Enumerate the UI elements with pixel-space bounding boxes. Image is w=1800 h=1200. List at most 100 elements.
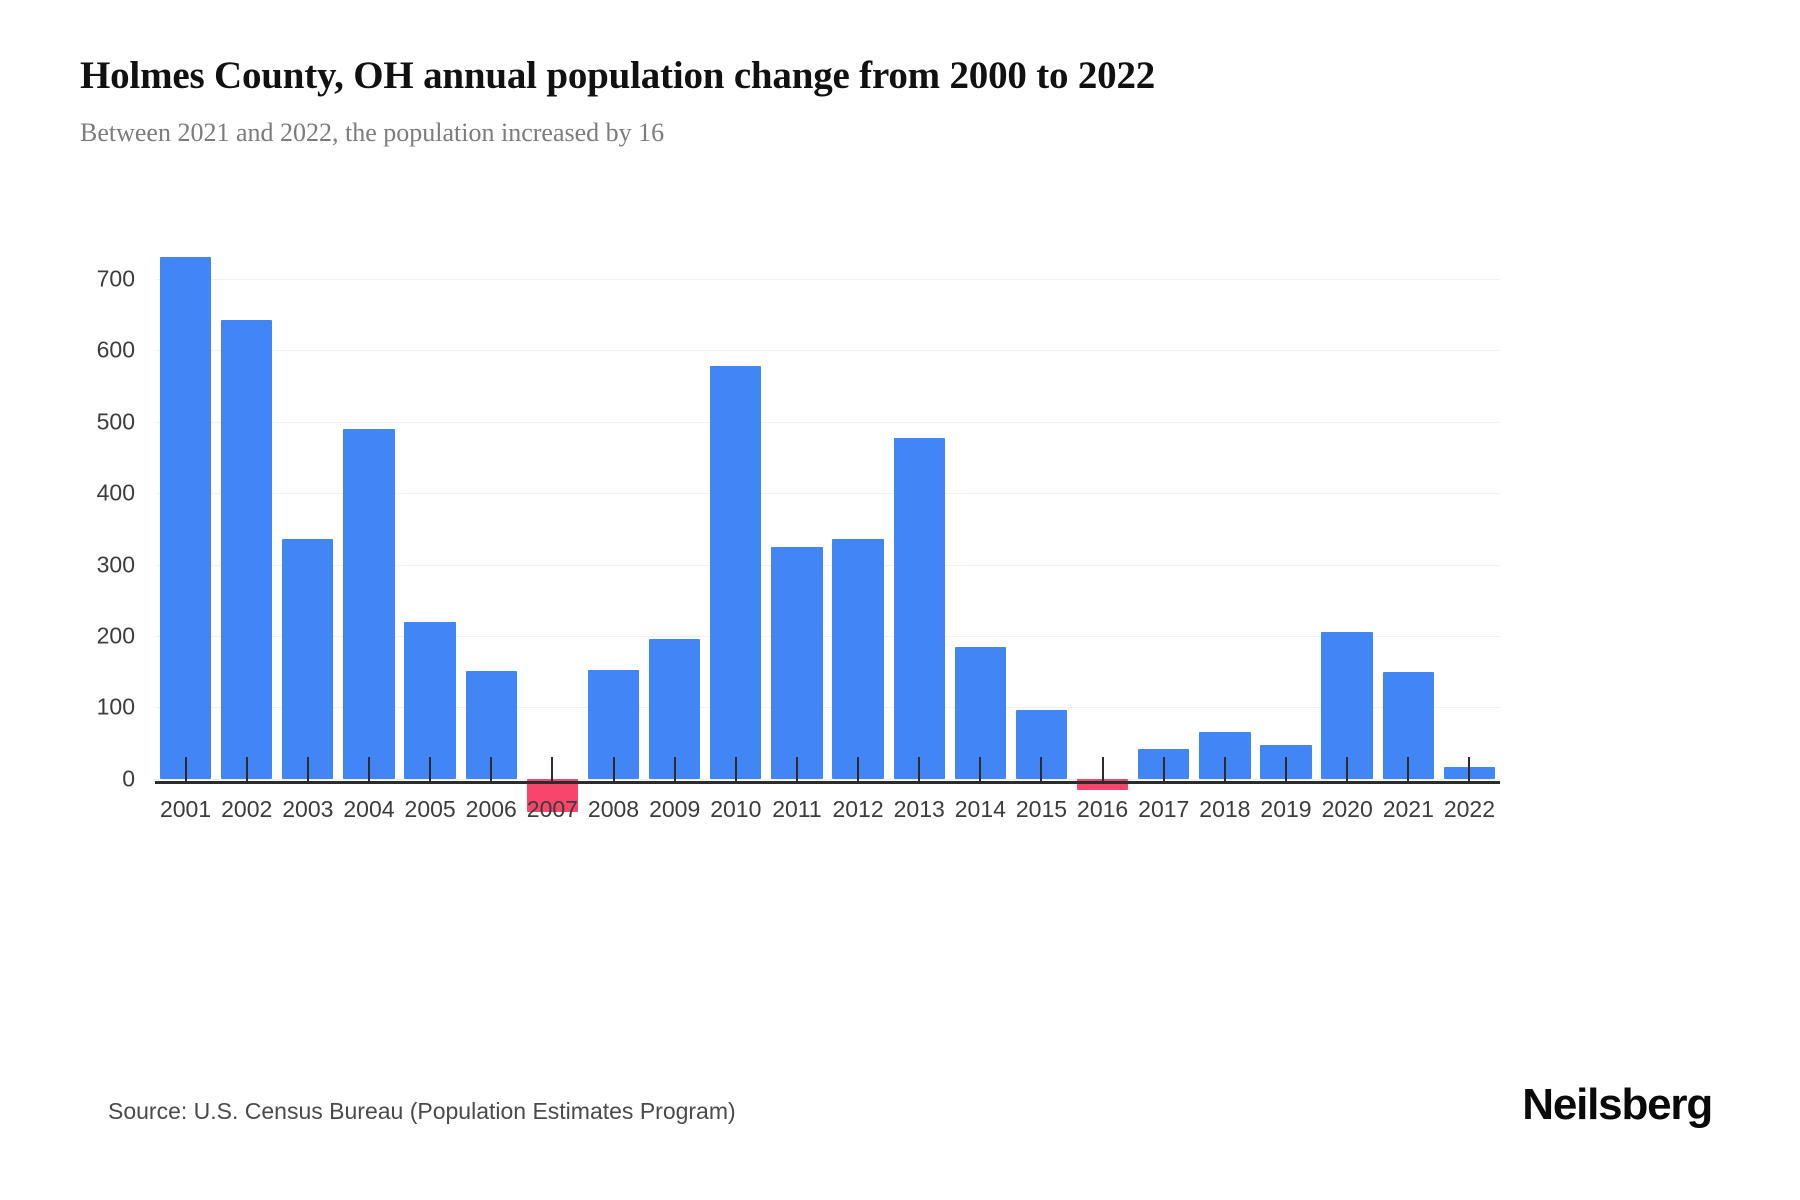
bar-slot bbox=[1378, 236, 1439, 836]
bar[interactable] bbox=[893, 438, 945, 779]
x-axis-tick bbox=[245, 757, 248, 781]
bar-slot bbox=[1011, 236, 1072, 836]
x-axis-tick bbox=[1162, 757, 1165, 781]
bar-slot bbox=[766, 236, 827, 836]
bar[interactable] bbox=[159, 257, 212, 779]
bar-slot bbox=[1255, 236, 1316, 836]
x-axis-tick-label: 2018 bbox=[1199, 796, 1251, 822]
bar[interactable] bbox=[1076, 778, 1129, 790]
x-axis-tick bbox=[184, 757, 187, 781]
x-axis-tick bbox=[551, 757, 554, 781]
source-note: Source: U.S. Census Bureau (Population E… bbox=[108, 1098, 736, 1124]
bar-slot bbox=[216, 236, 277, 836]
x-axis-tick-label: 2019 bbox=[1260, 796, 1312, 822]
bar-slot bbox=[950, 236, 1011, 836]
x-axis-tick bbox=[1346, 757, 1349, 781]
chart-subtitle: Between 2021 and 2022, the population in… bbox=[80, 118, 665, 147]
y-axis-tick-label: 400 bbox=[96, 479, 135, 506]
chart-header: Holmes County, OH annual population chan… bbox=[80, 52, 1720, 150]
x-axis-tick-label: 2002 bbox=[221, 796, 273, 822]
x-axis-tick-label: 2017 bbox=[1138, 796, 1190, 822]
bar[interactable] bbox=[1321, 631, 1373, 779]
x-axis-tick bbox=[306, 757, 309, 781]
y-axis-tick-label: 300 bbox=[96, 551, 135, 578]
bar[interactable] bbox=[710, 366, 762, 779]
x-axis-tick bbox=[429, 757, 432, 781]
y-axis-tick-label: 0 bbox=[122, 765, 135, 792]
x-axis-tick bbox=[1468, 757, 1471, 781]
bar-slot bbox=[1317, 236, 1378, 836]
y-axis-labels: 700 600 500 400 300 200 100 0 bbox=[0, 236, 155, 836]
bar-slot bbox=[1194, 236, 1255, 836]
x-axis-tick-label: 2003 bbox=[282, 796, 334, 822]
x-axis-tick bbox=[1040, 757, 1043, 781]
x-axis-tick-label: 2006 bbox=[465, 796, 517, 822]
bar[interactable] bbox=[221, 320, 273, 779]
bar-slot bbox=[400, 236, 461, 836]
x-axis-tick-label: 2007 bbox=[526, 796, 578, 822]
x-axis-tick bbox=[1223, 757, 1226, 781]
chart-plot-area: 700 600 500 400 300 200 100 0 2001 2002 2003 2004 2… bbox=[0, 236, 1800, 876]
x-axis-tick-label: 2005 bbox=[404, 796, 456, 822]
bar[interactable] bbox=[771, 547, 823, 779]
bar-slot bbox=[1072, 236, 1133, 836]
chart-bars bbox=[155, 236, 1500, 836]
y-axis-tick-label: 500 bbox=[96, 408, 135, 435]
x-axis-tick bbox=[1101, 757, 1104, 781]
bar-slot bbox=[1439, 236, 1500, 836]
x-axis-tick-label: 2001 bbox=[159, 796, 212, 822]
x-axis-tick bbox=[918, 757, 921, 781]
x-axis-tick bbox=[367, 757, 370, 781]
bar-slot bbox=[155, 236, 216, 836]
bar-slot bbox=[338, 236, 399, 836]
y-axis-tick-label: 600 bbox=[96, 336, 135, 363]
x-axis-tick-label: 2013 bbox=[893, 796, 945, 822]
x-axis-tick bbox=[673, 757, 676, 781]
bar-slot bbox=[522, 236, 583, 836]
bar-slot bbox=[828, 236, 889, 836]
x-axis-tick bbox=[1407, 757, 1410, 781]
bar-slot bbox=[583, 236, 644, 836]
x-axis-tick-label: 2022 bbox=[1443, 796, 1496, 822]
x-axis-tick bbox=[612, 757, 615, 781]
x-axis-ticks bbox=[155, 757, 1500, 783]
x-axis-tick bbox=[795, 757, 798, 781]
x-axis-line bbox=[155, 781, 1500, 784]
bar[interactable] bbox=[832, 538, 884, 779]
y-axis-tick-label: 200 bbox=[96, 622, 135, 649]
page-title: Holmes County, OH annual population chan… bbox=[80, 54, 1156, 97]
x-axis-tick bbox=[490, 757, 493, 781]
x-axis-tick-label: 2008 bbox=[587, 796, 640, 822]
x-axis-tick bbox=[734, 757, 737, 781]
x-axis-tick-label: 2016 bbox=[1077, 796, 1129, 822]
x-axis-labels: 2001 2002 2003 2004 2005 2006 2007 2008 2009 2010… bbox=[155, 796, 1500, 836]
bar-slot bbox=[705, 236, 766, 836]
bar-slot bbox=[644, 236, 705, 836]
x-axis-tick-label: 2009 bbox=[649, 796, 701, 822]
x-axis-tick-label: 2021 bbox=[1382, 796, 1434, 822]
y-axis-tick-label: 700 bbox=[96, 265, 135, 292]
x-axis-tick-label: 2004 bbox=[343, 796, 395, 822]
bar[interactable] bbox=[343, 428, 395, 779]
brand-logo: Neilsberg bbox=[1522, 1080, 1713, 1129]
bar[interactable] bbox=[404, 621, 456, 779]
x-axis-tick-label: 2010 bbox=[710, 796, 762, 822]
bar[interactable] bbox=[954, 646, 1006, 779]
bar[interactable] bbox=[648, 638, 701, 779]
bar[interactable] bbox=[526, 778, 579, 812]
bar-slot bbox=[1133, 236, 1194, 836]
chart-footer: Source: U.S. Census Bureau (Population E… bbox=[0, 1080, 1800, 1160]
bar-slot bbox=[461, 236, 522, 836]
x-axis-tick-label: 2020 bbox=[1321, 796, 1373, 822]
bar-slot bbox=[277, 236, 338, 836]
x-axis-tick-label: 2014 bbox=[954, 796, 1006, 822]
y-axis-tick-label: 100 bbox=[96, 693, 135, 720]
x-axis-tick bbox=[857, 757, 860, 781]
bar[interactable] bbox=[282, 538, 334, 779]
bar-slot bbox=[889, 236, 950, 836]
chart-canvas bbox=[155, 236, 1500, 836]
x-axis-tick-label: 2015 bbox=[1015, 796, 1068, 822]
x-axis-tick-label: 2011 bbox=[772, 796, 822, 822]
x-axis-tick bbox=[979, 757, 982, 781]
